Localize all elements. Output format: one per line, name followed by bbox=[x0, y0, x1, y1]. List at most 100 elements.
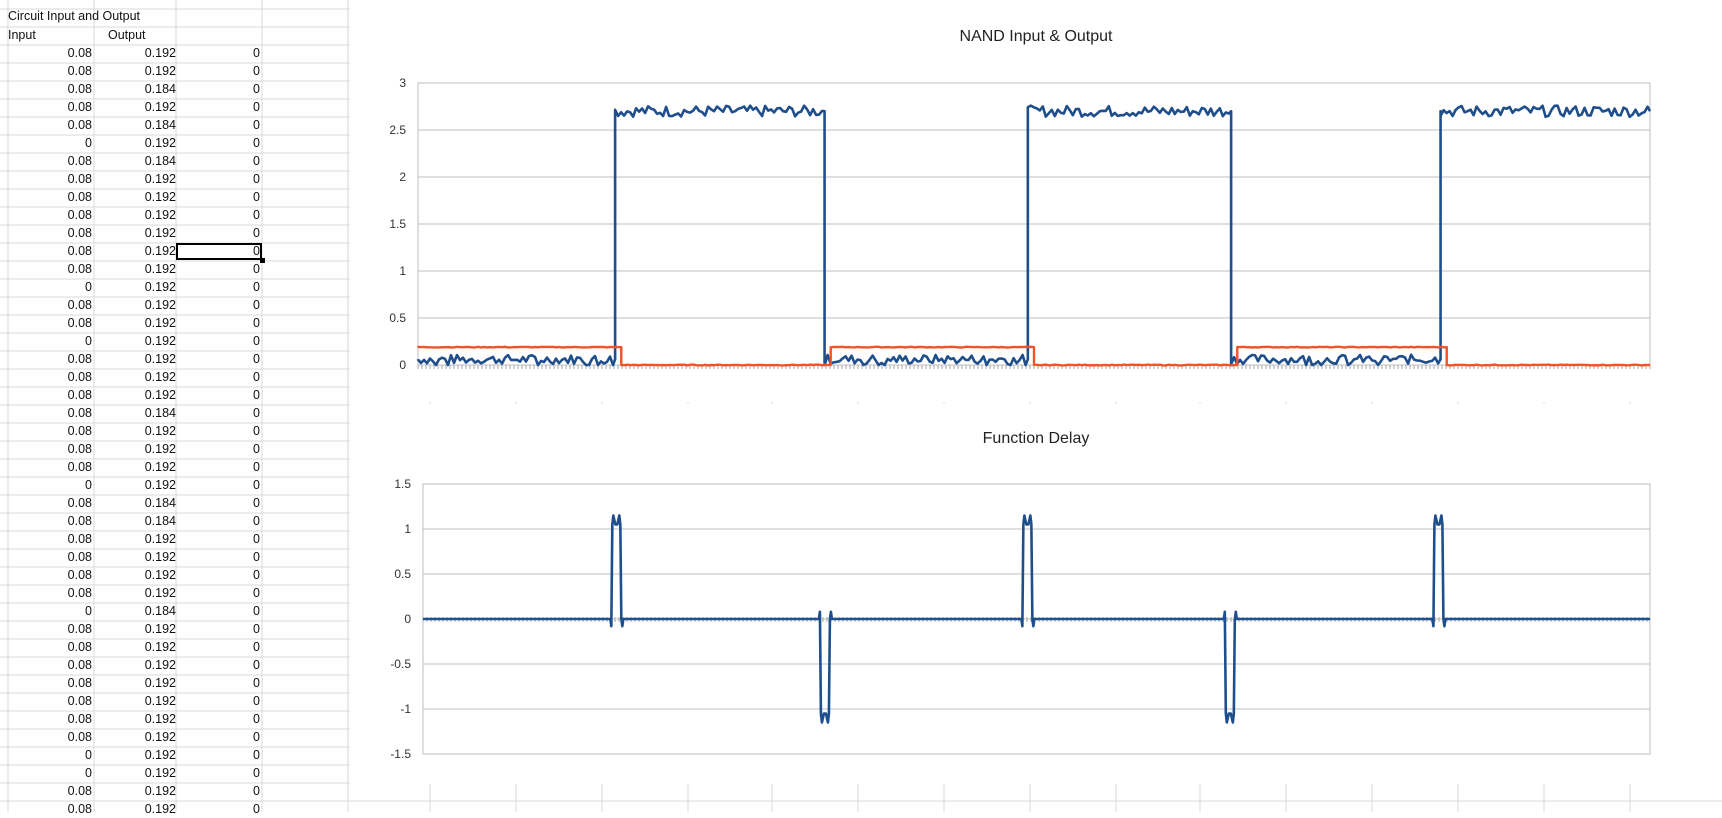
cell[interactable]: 0.192 bbox=[144, 712, 176, 726]
cell[interactable]: 0.08 bbox=[67, 640, 92, 654]
cell[interactable]: 0 bbox=[253, 244, 260, 258]
cell[interactable]: 0.08 bbox=[67, 244, 92, 258]
cell[interactable]: 0 bbox=[253, 550, 260, 564]
cell[interactable]: 0 bbox=[253, 640, 260, 654]
cell[interactable]: 0.08 bbox=[67, 370, 92, 384]
cell[interactable]: 0.192 bbox=[144, 298, 176, 312]
cell[interactable]: 0.192 bbox=[144, 64, 176, 78]
cell[interactable]: 0 bbox=[85, 766, 92, 780]
cell[interactable]: 0.192 bbox=[144, 244, 176, 258]
cell[interactable]: 0 bbox=[253, 766, 260, 780]
cell[interactable]: 0.192 bbox=[144, 568, 176, 582]
column-header-output[interactable]: Output bbox=[108, 28, 146, 42]
cell[interactable]: 0.192 bbox=[144, 532, 176, 546]
cell[interactable]: 0.184 bbox=[144, 82, 176, 96]
cell[interactable]: 0 bbox=[253, 136, 260, 150]
cell[interactable]: 0.184 bbox=[144, 154, 176, 168]
cell[interactable]: 0 bbox=[253, 496, 260, 510]
cell[interactable]: 0.08 bbox=[67, 82, 92, 96]
cell[interactable]: 0.192 bbox=[144, 730, 176, 744]
column-header-input[interactable]: Input bbox=[8, 28, 36, 42]
cell[interactable]: 0.192 bbox=[144, 550, 176, 564]
spreadsheet-cells[interactable]: Circuit Input and Output Input Output 0.… bbox=[0, 0, 350, 816]
cell[interactable]: 0.08 bbox=[67, 262, 92, 276]
cell[interactable]: 0.08 bbox=[67, 622, 92, 636]
cell[interactable]: 0.192 bbox=[144, 262, 176, 276]
cell[interactable]: 0.08 bbox=[67, 712, 92, 726]
cell[interactable]: 0 bbox=[253, 424, 260, 438]
cell[interactable]: 0.08 bbox=[67, 802, 92, 816]
cell[interactable]: 0.08 bbox=[67, 424, 92, 438]
cell[interactable]: 0.08 bbox=[67, 532, 92, 546]
cell[interactable]: 0.192 bbox=[144, 316, 176, 330]
cell[interactable]: 0.192 bbox=[144, 208, 176, 222]
cell[interactable]: 0.08 bbox=[67, 514, 92, 528]
cell[interactable]: 0.08 bbox=[67, 226, 92, 240]
cell[interactable]: 0.08 bbox=[67, 64, 92, 78]
cell[interactable]: 0.184 bbox=[144, 514, 176, 528]
cell[interactable]: 0.08 bbox=[67, 46, 92, 60]
cell[interactable]: 0 bbox=[253, 172, 260, 186]
cell[interactable]: 0.08 bbox=[67, 550, 92, 564]
cell[interactable]: 0.192 bbox=[144, 352, 176, 366]
cell[interactable]: 0.184 bbox=[144, 496, 176, 510]
cell[interactable]: 0.192 bbox=[144, 136, 176, 150]
chart-function-delay[interactable]: Function Delay -1.5 -1 -0.5 0 0.5 1 1.5 bbox=[350, 404, 1722, 784]
cell[interactable]: 0 bbox=[253, 388, 260, 402]
cell[interactable]: 0.184 bbox=[144, 604, 176, 618]
cell[interactable]: 0 bbox=[253, 514, 260, 528]
cell[interactable]: 0.08 bbox=[67, 172, 92, 186]
cell[interactable]: 0.184 bbox=[144, 406, 176, 420]
cell[interactable]: 0 bbox=[253, 334, 260, 348]
cell[interactable]: 0.192 bbox=[144, 784, 176, 798]
cell[interactable]: 0.192 bbox=[144, 622, 176, 636]
sheet-title[interactable]: Circuit Input and Output bbox=[8, 9, 141, 23]
cell[interactable]: 0 bbox=[253, 784, 260, 798]
cell[interactable]: 0.192 bbox=[144, 334, 176, 348]
cell[interactable]: 0.08 bbox=[67, 208, 92, 222]
cell[interactable]: 0.192 bbox=[144, 190, 176, 204]
cell[interactable]: 0.08 bbox=[67, 568, 92, 582]
cell[interactable]: 0.08 bbox=[67, 190, 92, 204]
cell[interactable]: 0 bbox=[85, 748, 92, 762]
cell[interactable]: 0.08 bbox=[67, 406, 92, 420]
cell[interactable]: 0 bbox=[85, 136, 92, 150]
cell[interactable]: 0.192 bbox=[144, 226, 176, 240]
cell[interactable]: 0.08 bbox=[67, 100, 92, 114]
cell[interactable]: 0.08 bbox=[67, 316, 92, 330]
cell[interactable]: 0 bbox=[253, 100, 260, 114]
cell[interactable]: 0 bbox=[253, 208, 260, 222]
cell[interactable]: 0 bbox=[253, 280, 260, 294]
cell[interactable]: 0 bbox=[253, 118, 260, 132]
cell[interactable]: 0.192 bbox=[144, 460, 176, 474]
cell[interactable]: 0 bbox=[253, 586, 260, 600]
cell[interactable]: 0.192 bbox=[144, 640, 176, 654]
cell[interactable]: 0 bbox=[253, 190, 260, 204]
cell[interactable]: 0.192 bbox=[144, 766, 176, 780]
cell[interactable]: 0 bbox=[253, 478, 260, 492]
cell[interactable]: 0 bbox=[253, 316, 260, 330]
cell[interactable]: 0.08 bbox=[67, 586, 92, 600]
cell[interactable]: 0 bbox=[253, 352, 260, 366]
cell[interactable]: 0 bbox=[253, 154, 260, 168]
cell[interactable]: 0 bbox=[253, 442, 260, 456]
cell[interactable]: 0 bbox=[253, 694, 260, 708]
cell[interactable]: 0 bbox=[85, 478, 92, 492]
cell[interactable]: 0.08 bbox=[67, 118, 92, 132]
cell[interactable]: 0 bbox=[253, 568, 260, 582]
cell[interactable]: 0.08 bbox=[67, 442, 92, 456]
cell[interactable]: 0 bbox=[253, 748, 260, 762]
cell[interactable]: 0.192 bbox=[144, 280, 176, 294]
cell[interactable]: 0.192 bbox=[144, 370, 176, 384]
cell[interactable]: 0 bbox=[253, 298, 260, 312]
cell[interactable]: 0 bbox=[253, 676, 260, 690]
cell[interactable]: 0.192 bbox=[144, 694, 176, 708]
cell[interactable]: 0.192 bbox=[144, 388, 176, 402]
cell[interactable]: 0.08 bbox=[67, 460, 92, 474]
cell[interactable]: 0 bbox=[253, 712, 260, 726]
cell[interactable]: 0.192 bbox=[144, 478, 176, 492]
selected-cell-cursor[interactable] bbox=[176, 243, 265, 263]
cell[interactable]: 0 bbox=[253, 532, 260, 546]
cell[interactable]: 0 bbox=[253, 460, 260, 474]
cell[interactable]: 0.08 bbox=[67, 730, 92, 744]
